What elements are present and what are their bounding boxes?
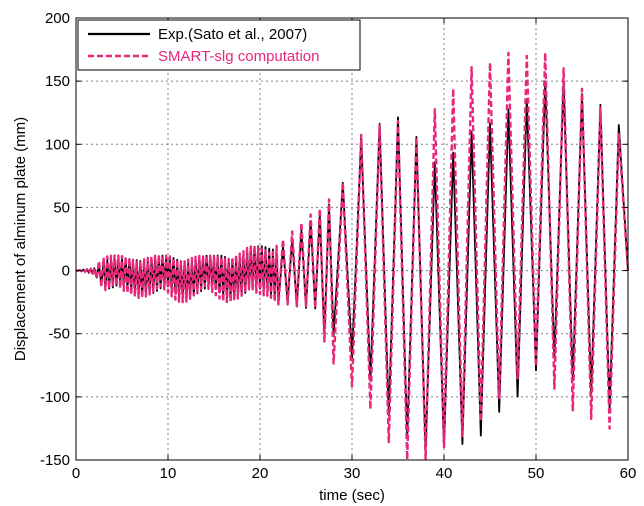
- x-tick-labels: 0 10 20 30 40 50 60: [72, 465, 637, 482]
- y-axis-title: Displacement of alminum plate (mm): [12, 117, 29, 361]
- x-tick-label: 10: [160, 465, 177, 482]
- y-tick-label: 50: [53, 199, 70, 216]
- legend-label-smart: SMART-slg computation: [158, 48, 319, 65]
- y-tick-label: -150: [40, 452, 70, 469]
- y-tick-label: 0: [62, 263, 70, 280]
- y-tick-label: 200: [45, 10, 70, 27]
- legend: Exp.(Sato et al., 2007) SMART-slg comput…: [77, 19, 361, 71]
- tick-marks: [75, 17, 629, 461]
- x-axis-title: time (sec): [319, 487, 385, 504]
- y-tick-label: -100: [40, 389, 70, 406]
- x-tick-label: 30: [344, 465, 361, 482]
- y-tick-labels: -150 -100 -50 0 50 100 150 200: [40, 10, 70, 469]
- series-smart-line: [75, 51, 630, 461]
- x-tick-label: 40: [436, 465, 453, 482]
- series-layer: [75, 51, 630, 461]
- x-tick-label: 20: [252, 465, 269, 482]
- x-tick-label: 60: [620, 465, 637, 482]
- legend-label-exp: Exp.(Sato et al., 2007): [158, 26, 307, 43]
- y-tick-label: -50: [48, 326, 70, 343]
- grid: [76, 18, 628, 460]
- legend-box: [77, 19, 361, 71]
- y-tick-label: 100: [45, 136, 70, 153]
- y-tick-label: 150: [45, 73, 70, 90]
- x-tick-label: 50: [528, 465, 545, 482]
- x-tick-label: 0: [72, 465, 80, 482]
